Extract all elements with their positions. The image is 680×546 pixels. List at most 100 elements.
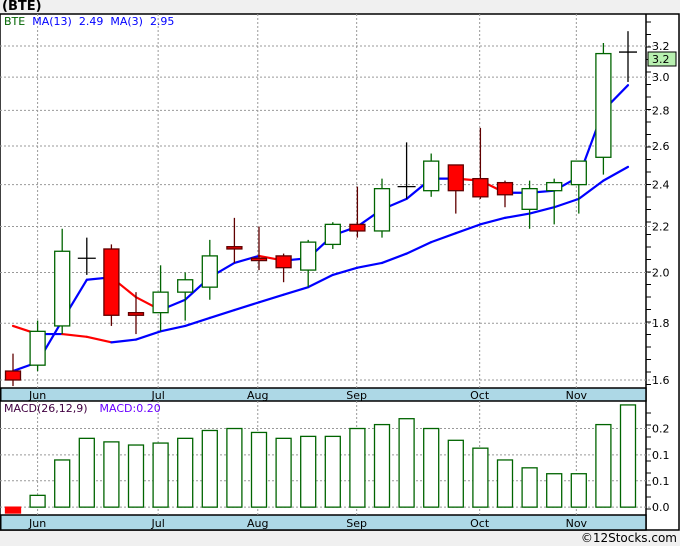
candle-body <box>226 246 243 250</box>
ma13-line-segment <box>577 179 605 200</box>
ma13-line-segment <box>257 293 285 304</box>
macd-bar <box>373 423 391 508</box>
candle-body <box>201 255 218 288</box>
macd-bar <box>349 427 366 508</box>
macd-bar <box>546 473 563 508</box>
price-tick-label: 2.4 <box>652 179 670 192</box>
candle <box>127 292 145 335</box>
ma13-line-segment <box>233 301 261 312</box>
macd-legend: MACD(26,12,9) MACD:0.20 <box>4 402 161 415</box>
macd-bar <box>398 418 415 508</box>
candle-body <box>275 255 292 269</box>
candle-body <box>300 241 317 271</box>
macd-bar <box>152 442 169 508</box>
ma13-line-segment <box>61 332 88 338</box>
candle <box>4 353 22 387</box>
ma13-line-segment <box>479 216 507 226</box>
candle-body <box>4 370 22 381</box>
legend-ma3-label: MA(3) <box>110 15 143 28</box>
candle-body <box>595 52 612 158</box>
macd-bar <box>300 435 317 508</box>
macd-legend-label: MACD(26,12,9) <box>4 402 88 415</box>
candle <box>300 239 317 288</box>
month-label: Jun <box>28 389 46 402</box>
month-label: Sep <box>346 517 367 530</box>
date-band <box>0 387 647 402</box>
candle <box>595 42 612 175</box>
candle <box>54 228 71 335</box>
candle <box>423 153 440 197</box>
month-label: Nov <box>566 389 588 402</box>
macd-bar <box>201 429 218 508</box>
month-label: Sep <box>346 389 367 402</box>
candle-body <box>521 188 538 210</box>
candle <box>397 142 416 199</box>
ma13-line-segment <box>380 252 408 265</box>
ma13-line-segment <box>528 206 556 215</box>
macd-bar <box>324 435 341 508</box>
last-price-label: 3.2 <box>652 53 670 66</box>
price-tick-label: 1.8 <box>652 317 670 330</box>
ma13-line-segment <box>110 338 138 344</box>
candle-body <box>472 177 489 198</box>
month-label: Oct <box>470 517 490 530</box>
month-label: Jul <box>150 517 164 530</box>
candle <box>546 178 563 225</box>
candle <box>152 265 169 332</box>
date-band <box>0 514 647 531</box>
legend-ma13-label: MA(13) <box>32 15 72 28</box>
candle-body <box>423 160 440 192</box>
ma13-line-segment <box>282 286 310 296</box>
price-legend: BTE MA(13) 2.49 MA(3) 2.95 <box>4 15 174 28</box>
macd-bar <box>54 459 71 508</box>
ma13-line-segment <box>454 223 482 235</box>
macd-bar <box>29 494 46 508</box>
legend-ma3-value: 2.95 <box>150 15 175 28</box>
ma13-line-segment <box>430 232 457 244</box>
candle-body <box>373 188 391 232</box>
candle-body <box>103 248 120 316</box>
candle <box>177 272 194 321</box>
macd-bar <box>4 506 22 514</box>
macd-bar <box>78 437 95 508</box>
candle <box>324 222 341 249</box>
candle-body <box>496 181 514 196</box>
macd-bar <box>595 423 612 508</box>
price-tick-label: 3.2 <box>652 40 670 53</box>
candle-body <box>127 312 145 316</box>
macd-bar <box>177 437 194 508</box>
candle <box>77 237 96 275</box>
macd-bar <box>226 427 243 508</box>
candle <box>275 253 292 283</box>
ma3-line-segment <box>233 254 261 265</box>
candle <box>201 239 218 300</box>
candle <box>619 31 637 82</box>
candle-body <box>152 291 169 314</box>
month-label: Jun <box>28 517 46 530</box>
chart-title: (BTE) <box>2 0 42 14</box>
candle <box>373 178 391 238</box>
legend-symbol: BTE <box>4 15 25 28</box>
candle-body <box>54 250 71 327</box>
macd-tick-label: 0.0 <box>652 501 670 514</box>
macd-bar <box>447 439 464 508</box>
ma13-line-segment <box>85 335 113 344</box>
macd-bar <box>619 404 637 508</box>
ma13-line-segment <box>134 330 162 341</box>
macd-bar <box>423 427 440 508</box>
price-tick-label: 2.0 <box>652 266 670 279</box>
candle-body <box>447 164 464 192</box>
candle-body <box>349 223 366 232</box>
price-tick-label: 1.6 <box>652 374 670 387</box>
ma13-line-segment <box>184 316 211 328</box>
price-tick-label: 2.6 <box>652 140 670 153</box>
legend-ma13-value: 2.49 <box>79 15 104 28</box>
ma13-line-segment <box>503 212 531 219</box>
candle-body <box>177 279 194 293</box>
candle-body <box>324 223 341 246</box>
last-price-badge <box>647 51 677 67</box>
price-tick-label: 3.0 <box>652 71 670 84</box>
month-label: Aug <box>247 389 268 402</box>
candle-body <box>570 160 587 186</box>
candle-body <box>546 181 563 192</box>
